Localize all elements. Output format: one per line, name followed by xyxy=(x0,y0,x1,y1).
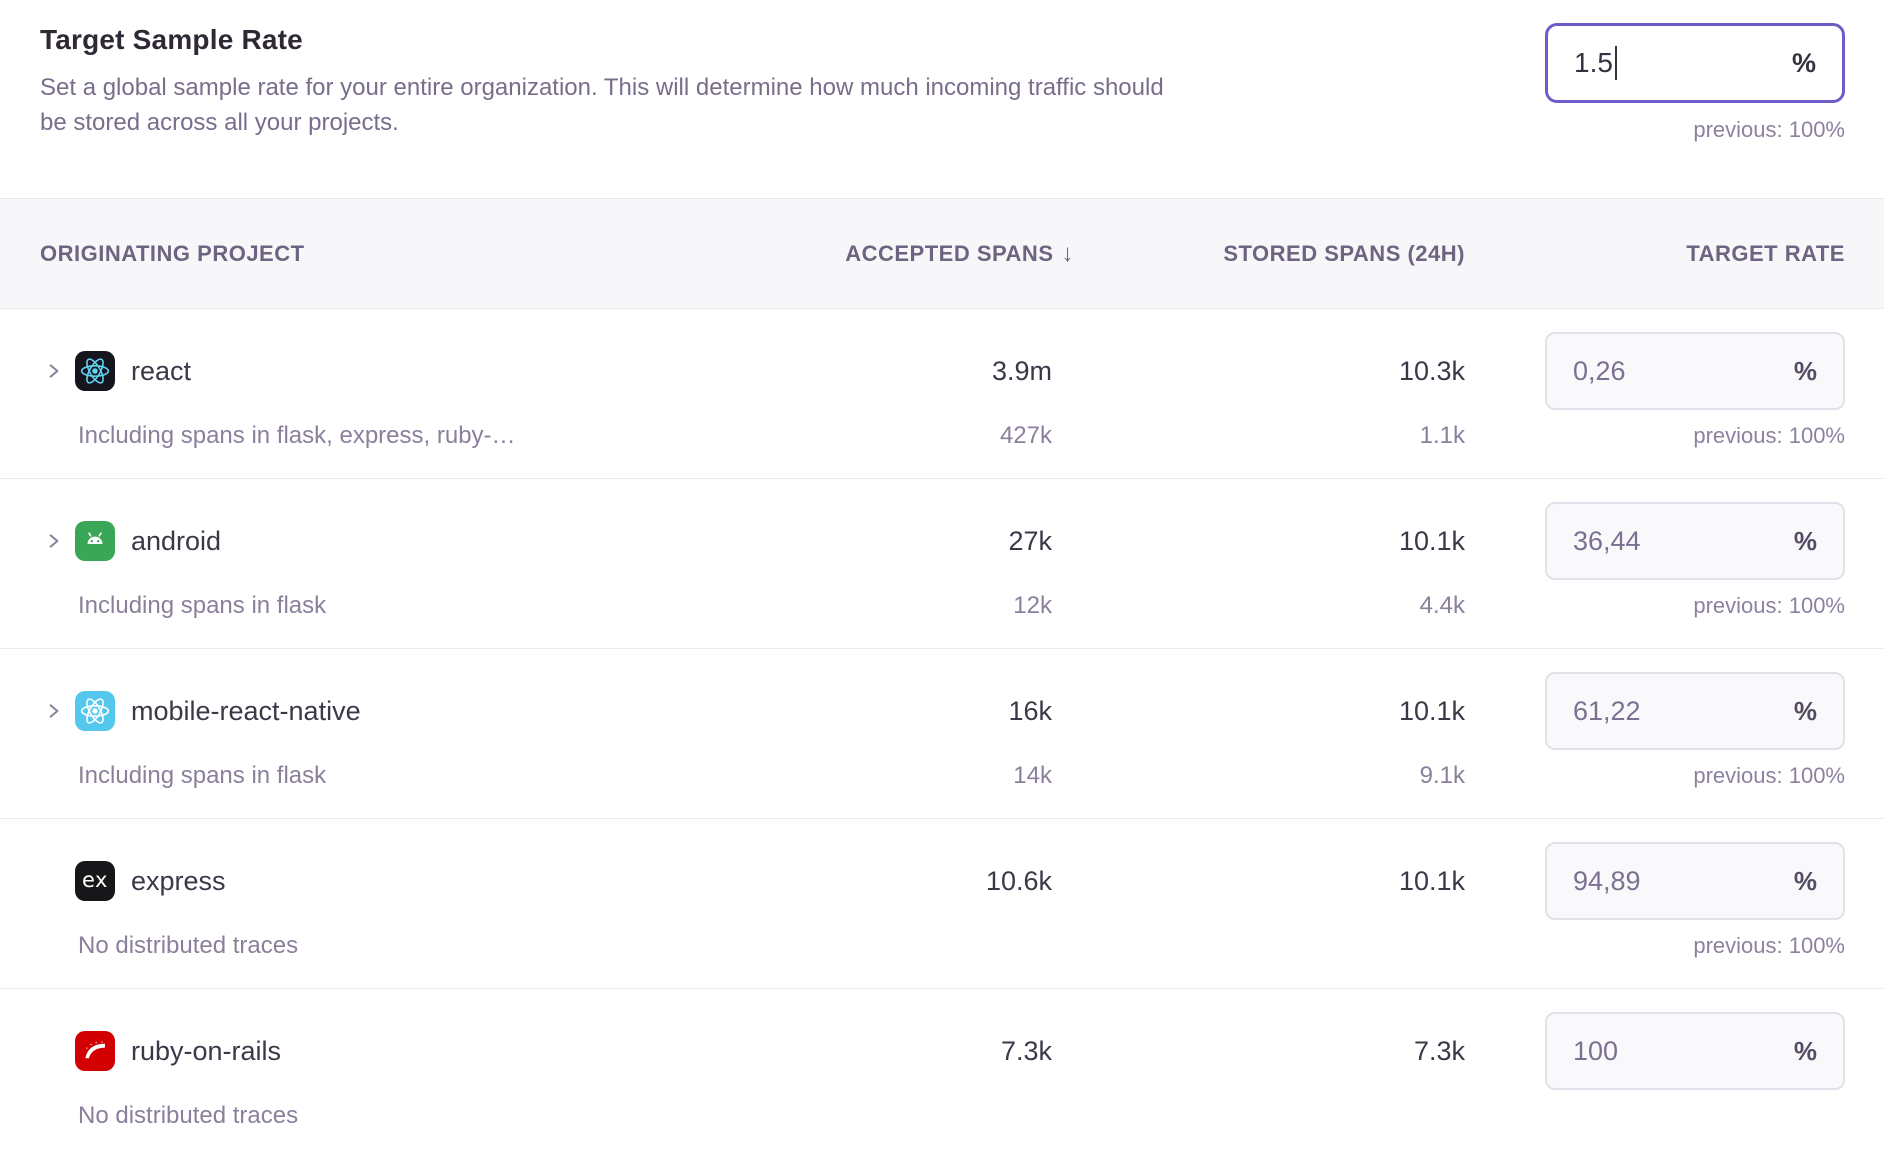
accepted-spans-value: 7.3k xyxy=(1000,1036,1052,1066)
stored-spans-value: 7.3k xyxy=(1413,1036,1465,1066)
stored-spans-sub-value xyxy=(1052,931,1465,961)
stored-spans-sub-value: 4.4k xyxy=(1419,592,1465,619)
chevron-right-icon[interactable] xyxy=(45,532,63,550)
percent-suffix: % xyxy=(1791,47,1816,78)
project-name: android xyxy=(131,525,222,556)
target-rate-value: 94,89 xyxy=(1573,865,1641,896)
target-rate-input[interactable]: 100 % xyxy=(1545,1012,1845,1090)
target-rate-value: 100 xyxy=(1573,1035,1619,1066)
target-rate-value: 61,22 xyxy=(1573,695,1641,726)
project-subtext: No distributed traces xyxy=(78,1102,299,1129)
column-header-stored-spans[interactable]: STORED SPANS (24H) xyxy=(1223,240,1465,266)
target-rate-input[interactable]: 94,89 % xyxy=(1545,842,1845,920)
table-row: ex express No distributed traces 10.6k 1… xyxy=(0,819,1884,989)
react-icon xyxy=(75,351,115,391)
accepted-spans-sub-value xyxy=(840,1101,1052,1131)
table-header: ORIGINATING PROJECT ACCEPTED SPANS ↓ STOR… xyxy=(0,198,1884,309)
accepted-spans-value: 27k xyxy=(1008,526,1052,556)
previous-rate-label: previous: 100% xyxy=(1693,933,1845,958)
accepted-spans-value: 16k xyxy=(1008,696,1052,726)
accepted-spans-sub-value: 14k xyxy=(1013,762,1052,789)
stored-spans-value: 10.1k xyxy=(1398,526,1465,556)
express-icon: ex xyxy=(75,861,115,901)
stored-spans-value: 10.1k xyxy=(1398,866,1465,896)
project-subtext: Including spans in flask xyxy=(78,762,327,789)
target-rate-input[interactable]: 61,22 % xyxy=(1545,672,1845,750)
global-sample-rate-input[interactable]: 1.5 % xyxy=(1545,23,1845,103)
chevron-right-icon[interactable] xyxy=(45,702,63,720)
stored-spans-sub-value xyxy=(1052,1101,1465,1131)
react-native-icon xyxy=(75,691,115,731)
sort-descending-icon: ↓ xyxy=(1061,239,1074,267)
column-header-target-rate: TARGET RATE xyxy=(1686,240,1845,266)
table-row: android Including spans in flask 27k 12k… xyxy=(0,479,1884,649)
previous-rate-label: previous: 100% xyxy=(1693,423,1845,448)
percent-suffix: % xyxy=(1793,695,1817,726)
stored-spans-value: 10.1k xyxy=(1398,696,1465,726)
column-header-accepted-spans[interactable]: ACCEPTED SPANS ↓ xyxy=(845,239,1074,267)
chevron-right-icon[interactable] xyxy=(45,362,63,380)
global-previous-rate-label: previous: 100% xyxy=(1693,117,1845,142)
stored-spans-value: 10.3k xyxy=(1398,356,1465,386)
project-subtext: Including spans in flask, express, ruby-… xyxy=(78,422,516,449)
ruby-on-rails-icon xyxy=(75,1031,115,1071)
target-rate-input[interactable]: 36,44 % xyxy=(1545,502,1845,580)
global-rate-value: 1.5 xyxy=(1574,46,1617,80)
previous-rate-label: previous: 100% xyxy=(1693,763,1845,788)
accepted-spans-value: 3.9m xyxy=(991,356,1052,386)
previous-rate-label: previous: 100% xyxy=(1693,593,1845,618)
project-subtext: No distributed traces xyxy=(78,932,299,959)
stored-spans-sub-value: 1.1k xyxy=(1419,422,1465,449)
target-sample-rate-section: Target Sample Rate Set a global sample r… xyxy=(0,0,1884,198)
column-header-originating-project: ORIGINATING PROJECT xyxy=(40,240,305,266)
stored-spans-sub-value: 9.1k xyxy=(1419,762,1465,789)
accepted-spans-sub-value xyxy=(840,931,1052,961)
percent-suffix: % xyxy=(1793,865,1817,896)
page-description: Set a global sample rate for your entire… xyxy=(40,74,1164,136)
accepted-spans-sub-value: 427k xyxy=(999,422,1052,449)
text-cursor xyxy=(1614,46,1617,80)
table-row: react Including spans in flask, express,… xyxy=(0,309,1884,479)
project-table-body: react Including spans in flask, express,… xyxy=(0,309,1884,1159)
page-title: Target Sample Rate xyxy=(40,24,303,55)
accepted-spans-sub-value: 12k xyxy=(1013,592,1052,619)
project-subtext: Including spans in flask xyxy=(78,592,327,619)
project-name: mobile-react-native xyxy=(131,695,361,726)
percent-suffix: % xyxy=(1793,1035,1817,1066)
target-rate-value: 36,44 xyxy=(1573,525,1641,556)
table-row: mobile-react-native Including spans in f… xyxy=(0,649,1884,819)
percent-suffix: % xyxy=(1793,355,1817,386)
accepted-spans-value: 10.6k xyxy=(985,866,1052,896)
target-rate-input[interactable]: 0,26 % xyxy=(1545,332,1845,410)
target-rate-value: 0,26 xyxy=(1573,355,1626,386)
project-name: react xyxy=(131,355,192,386)
table-row: ruby-on-rails No distributed traces 7.3k… xyxy=(0,989,1884,1159)
android-icon xyxy=(75,521,115,561)
project-name: ruby-on-rails xyxy=(131,1035,282,1066)
percent-suffix: % xyxy=(1793,525,1817,556)
project-name: express xyxy=(131,865,226,896)
